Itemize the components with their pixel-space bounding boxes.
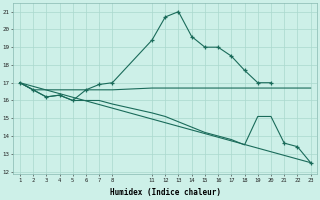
X-axis label: Humidex (Indice chaleur): Humidex (Indice chaleur): [110, 188, 221, 197]
